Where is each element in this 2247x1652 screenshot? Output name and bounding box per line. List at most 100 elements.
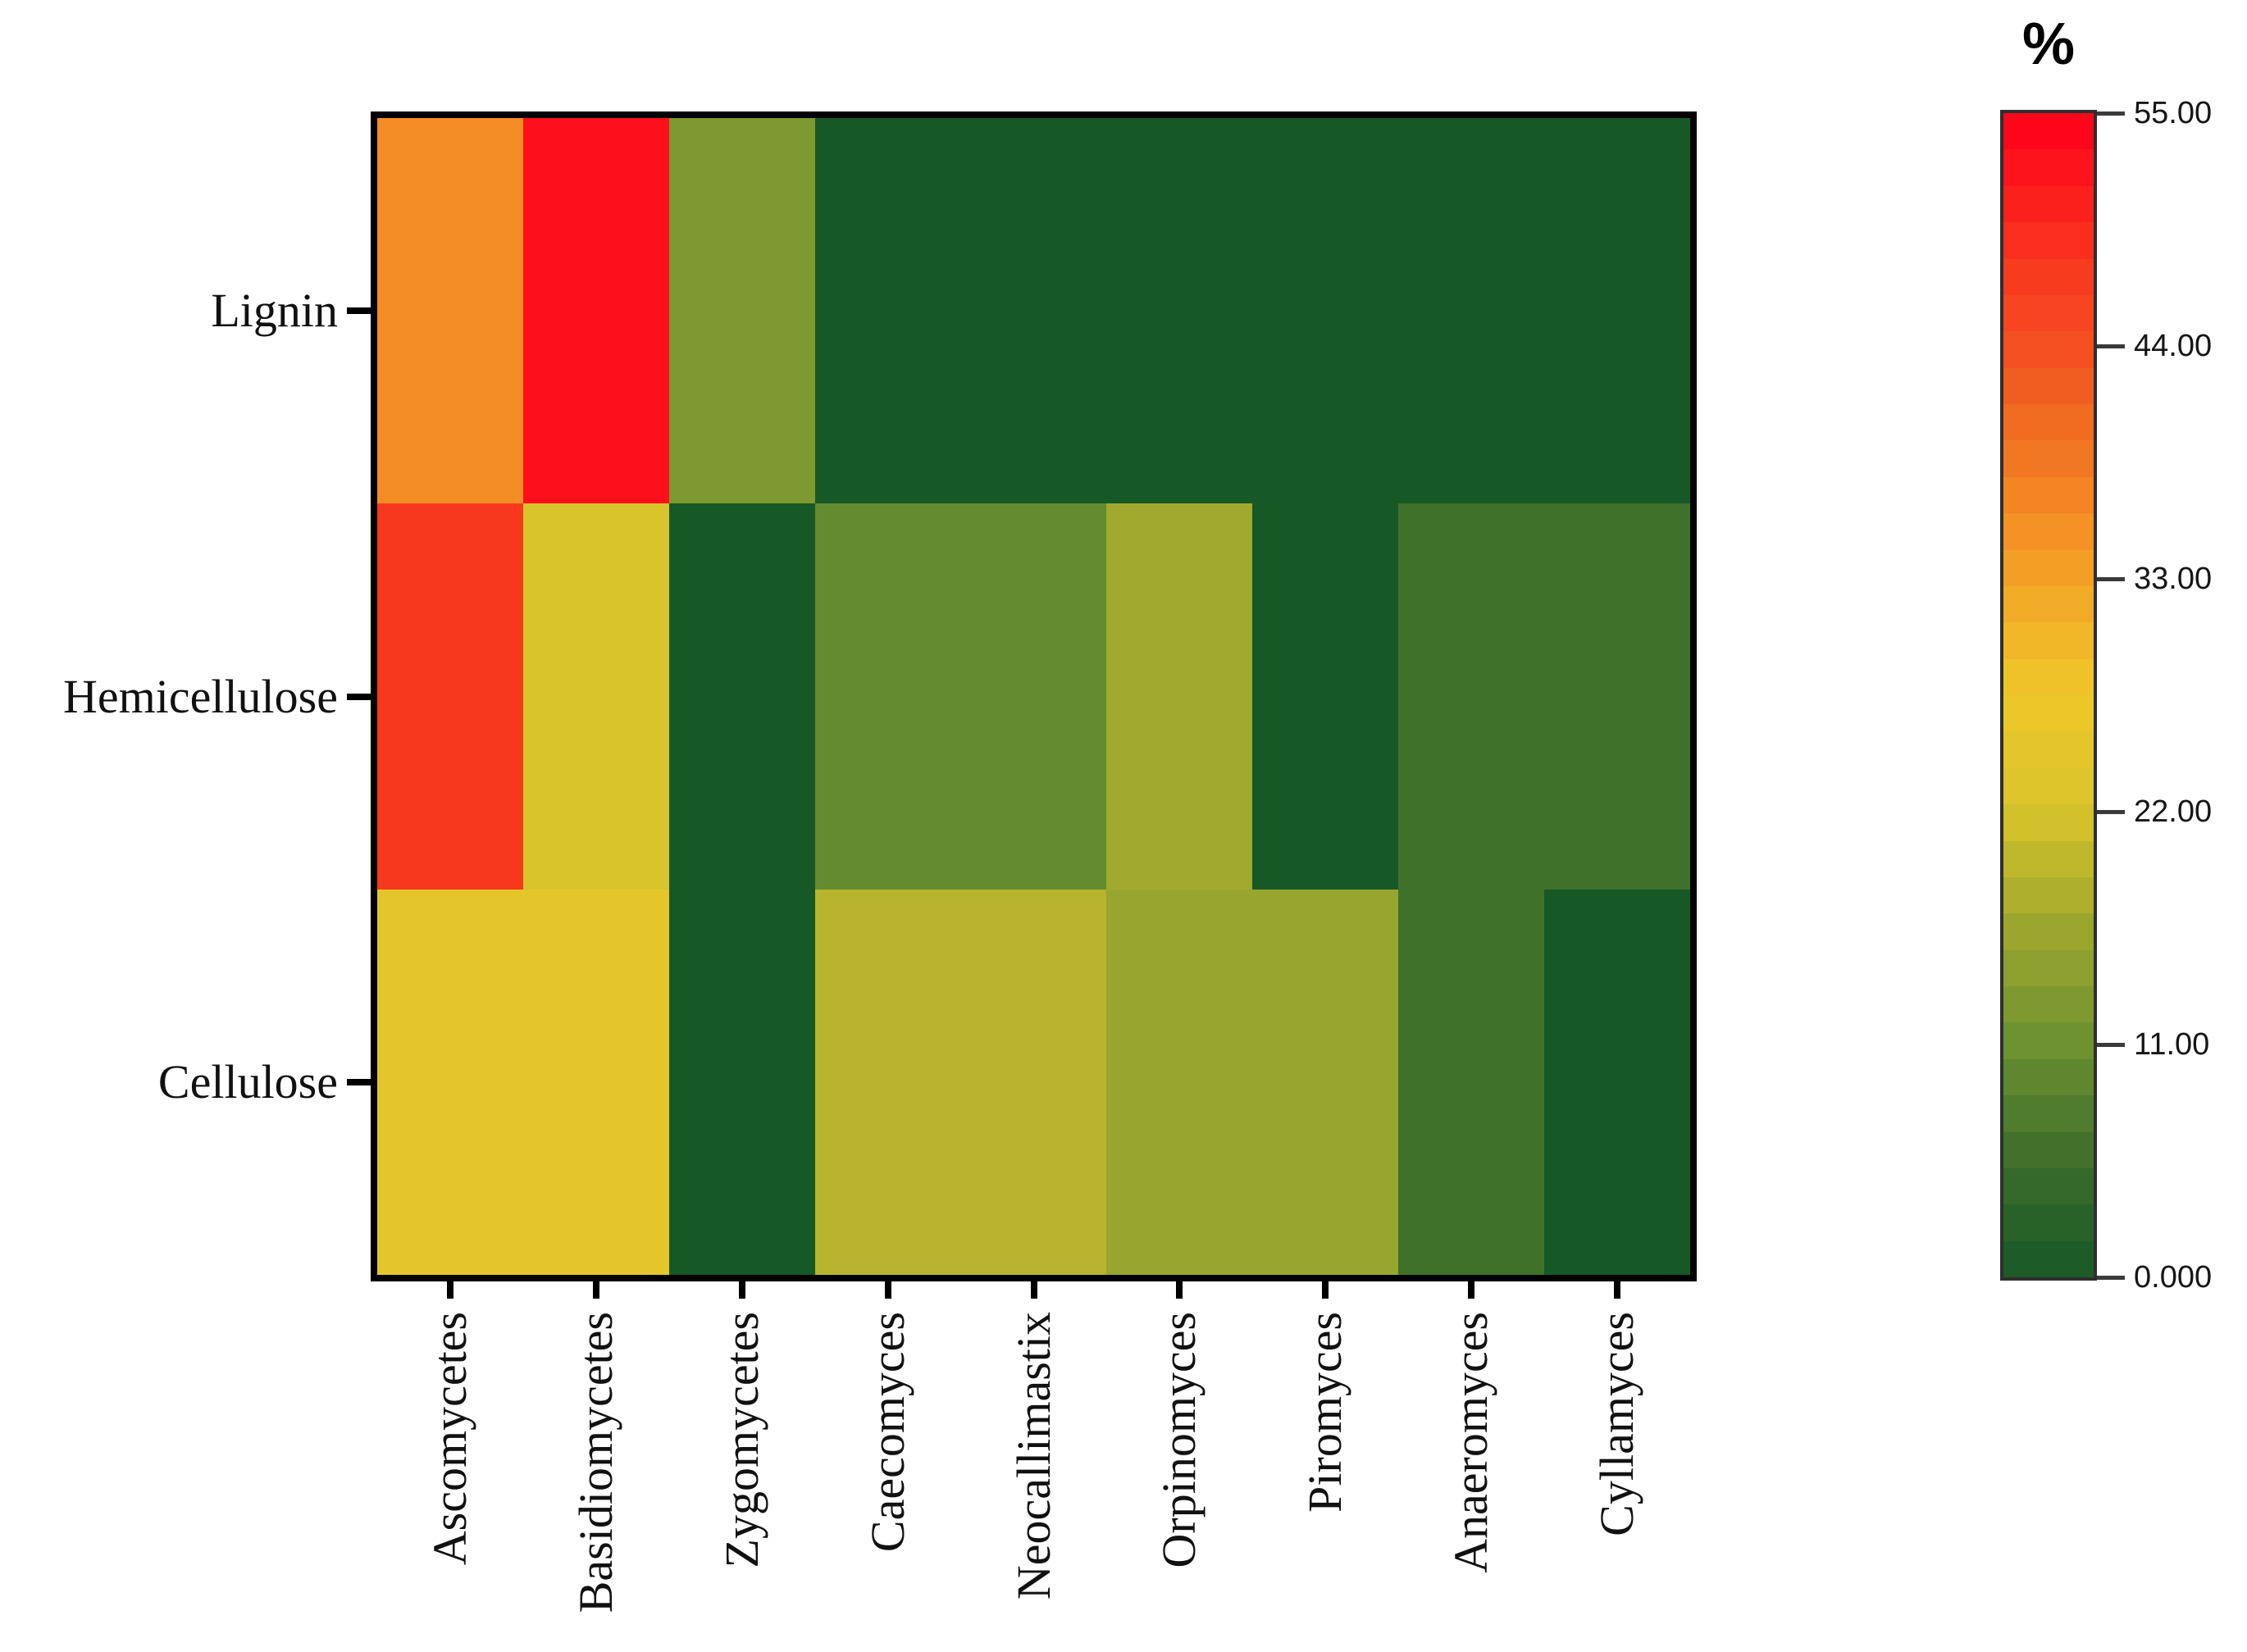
x-axis-label: Cyllamyces xyxy=(1590,1312,1644,1536)
x-axis-tick xyxy=(1614,1281,1621,1299)
colorbar-step xyxy=(2003,1058,2094,1096)
heatmap-cell xyxy=(1544,118,1690,504)
heatmap-cell xyxy=(522,889,669,1275)
heatmap-cell xyxy=(377,889,523,1275)
x-axis-tick xyxy=(1322,1281,1329,1299)
colorbar-step xyxy=(2003,949,2094,986)
colorbar-step xyxy=(2003,294,2094,332)
colorbar-step xyxy=(2003,476,2094,514)
heatmap-grid xyxy=(377,118,1690,1275)
y-axis-label: Cellulose xyxy=(157,1054,338,1108)
heatmap-cell xyxy=(814,889,961,1275)
colorbar-tick-label: 22.00 xyxy=(2134,794,2213,829)
heatmap-cell xyxy=(522,118,669,504)
y-axis-tick xyxy=(347,1078,371,1085)
colorbar-step xyxy=(2003,876,2094,914)
x-axis-label: Neocallimastix xyxy=(1006,1312,1060,1600)
heatmap-cell xyxy=(668,503,815,890)
heatmap-cell xyxy=(377,503,523,890)
heatmap-cell xyxy=(668,889,815,1275)
x-axis-label: Ascomycetes xyxy=(422,1312,476,1566)
heatmap-cell xyxy=(1398,118,1545,504)
x-axis-tick xyxy=(1468,1281,1475,1299)
heatmap-cell xyxy=(1544,889,1690,1275)
colorbar-tick-label: 55.00 xyxy=(2134,96,2213,130)
x-axis-label: Basidiomycetes xyxy=(568,1312,622,1613)
colorbar-tick-label: 0.000 xyxy=(2134,1260,2213,1295)
heatmap-cell xyxy=(1398,503,1545,890)
x-axis-tick xyxy=(1030,1281,1037,1299)
colorbar-step xyxy=(2003,185,2094,223)
colorbar-step xyxy=(2003,404,2094,441)
colorbar-step xyxy=(2003,913,2094,950)
colorbar-tick xyxy=(2097,1275,2125,1280)
colorbar-step xyxy=(2003,804,2094,841)
colorbar-tick xyxy=(2097,111,2125,116)
heatmap-cell xyxy=(1106,889,1253,1275)
x-axis-label: Anaeromyces xyxy=(1444,1312,1498,1573)
colorbar-gradient xyxy=(2000,110,2097,1281)
colorbar-tick-label: 11.00 xyxy=(2134,1027,2210,1062)
colorbar-step xyxy=(2003,840,2094,877)
heatmap-cell xyxy=(960,889,1107,1275)
colorbar-title: % xyxy=(2021,11,2076,77)
colorbar-step xyxy=(2003,731,2094,768)
colorbar-step xyxy=(2003,1240,2094,1277)
x-axis-tick xyxy=(884,1281,891,1299)
heatmap-cell xyxy=(814,503,961,890)
colorbar-step xyxy=(2003,1131,2094,1168)
heatmap-cell xyxy=(1544,503,1690,890)
x-axis-label: Piromyces xyxy=(1298,1312,1352,1513)
colorbar-step xyxy=(2003,1095,2094,1132)
heatmap-plot-area xyxy=(371,111,1697,1281)
colorbar-step xyxy=(2003,549,2094,586)
x-axis-label: Zygomycetes xyxy=(714,1312,768,1568)
colorbar-tick-label: 33.00 xyxy=(2134,562,2213,596)
heatmap-cell xyxy=(1252,118,1399,504)
colorbar-step xyxy=(2003,767,2094,805)
colorbar-step xyxy=(2003,1022,2094,1059)
colorbar-tick-label: 44.00 xyxy=(2134,329,2213,363)
colorbar-step xyxy=(2003,367,2094,404)
colorbar-step xyxy=(2003,658,2094,695)
colorbar-step xyxy=(2003,149,2094,186)
heatmap-cell xyxy=(668,118,815,504)
heatmap-cell xyxy=(814,118,961,504)
colorbar-tick xyxy=(2097,1042,2125,1047)
x-axis-tick xyxy=(1176,1281,1183,1299)
colorbar-tick xyxy=(2097,344,2125,348)
heatmap-cell xyxy=(1398,889,1545,1275)
x-axis-tick xyxy=(446,1281,454,1299)
colorbar-tick xyxy=(2097,809,2125,814)
y-axis-tick xyxy=(347,307,371,315)
colorbar-tick xyxy=(2097,576,2125,581)
colorbar-step xyxy=(2003,113,2094,150)
colorbar-step xyxy=(2003,986,2094,1023)
heatmap-cell xyxy=(1252,503,1399,890)
colorbar-step xyxy=(2003,440,2094,477)
colorbar-step xyxy=(2003,585,2094,623)
colorbar-step xyxy=(2003,513,2094,550)
heatmap-cell xyxy=(1106,118,1253,504)
y-axis-label: Lignin xyxy=(211,284,338,338)
x-axis-label: Caecomyces xyxy=(860,1312,914,1553)
colorbar-step xyxy=(2003,622,2094,659)
x-axis-tick xyxy=(738,1281,745,1299)
colorbar-step xyxy=(2003,1167,2094,1205)
colorbar-step xyxy=(2003,258,2094,295)
heatmap-cell xyxy=(522,503,669,890)
y-axis-tick xyxy=(347,693,371,700)
heatmap-cell xyxy=(1252,889,1399,1275)
heatmap-cell xyxy=(960,503,1107,890)
colorbar-step xyxy=(2003,222,2094,259)
heatmap-cell xyxy=(960,118,1107,504)
x-axis-tick xyxy=(592,1281,599,1299)
heatmap-cell xyxy=(1106,503,1253,890)
y-axis-label: Hemicellulose xyxy=(62,669,338,723)
colorbar-step xyxy=(2003,695,2094,732)
heatmap-cell xyxy=(377,118,523,504)
colorbar-step xyxy=(2003,1204,2094,1241)
colorbar-step xyxy=(2003,331,2094,368)
x-axis-label: Orpinomyces xyxy=(1152,1312,1206,1568)
